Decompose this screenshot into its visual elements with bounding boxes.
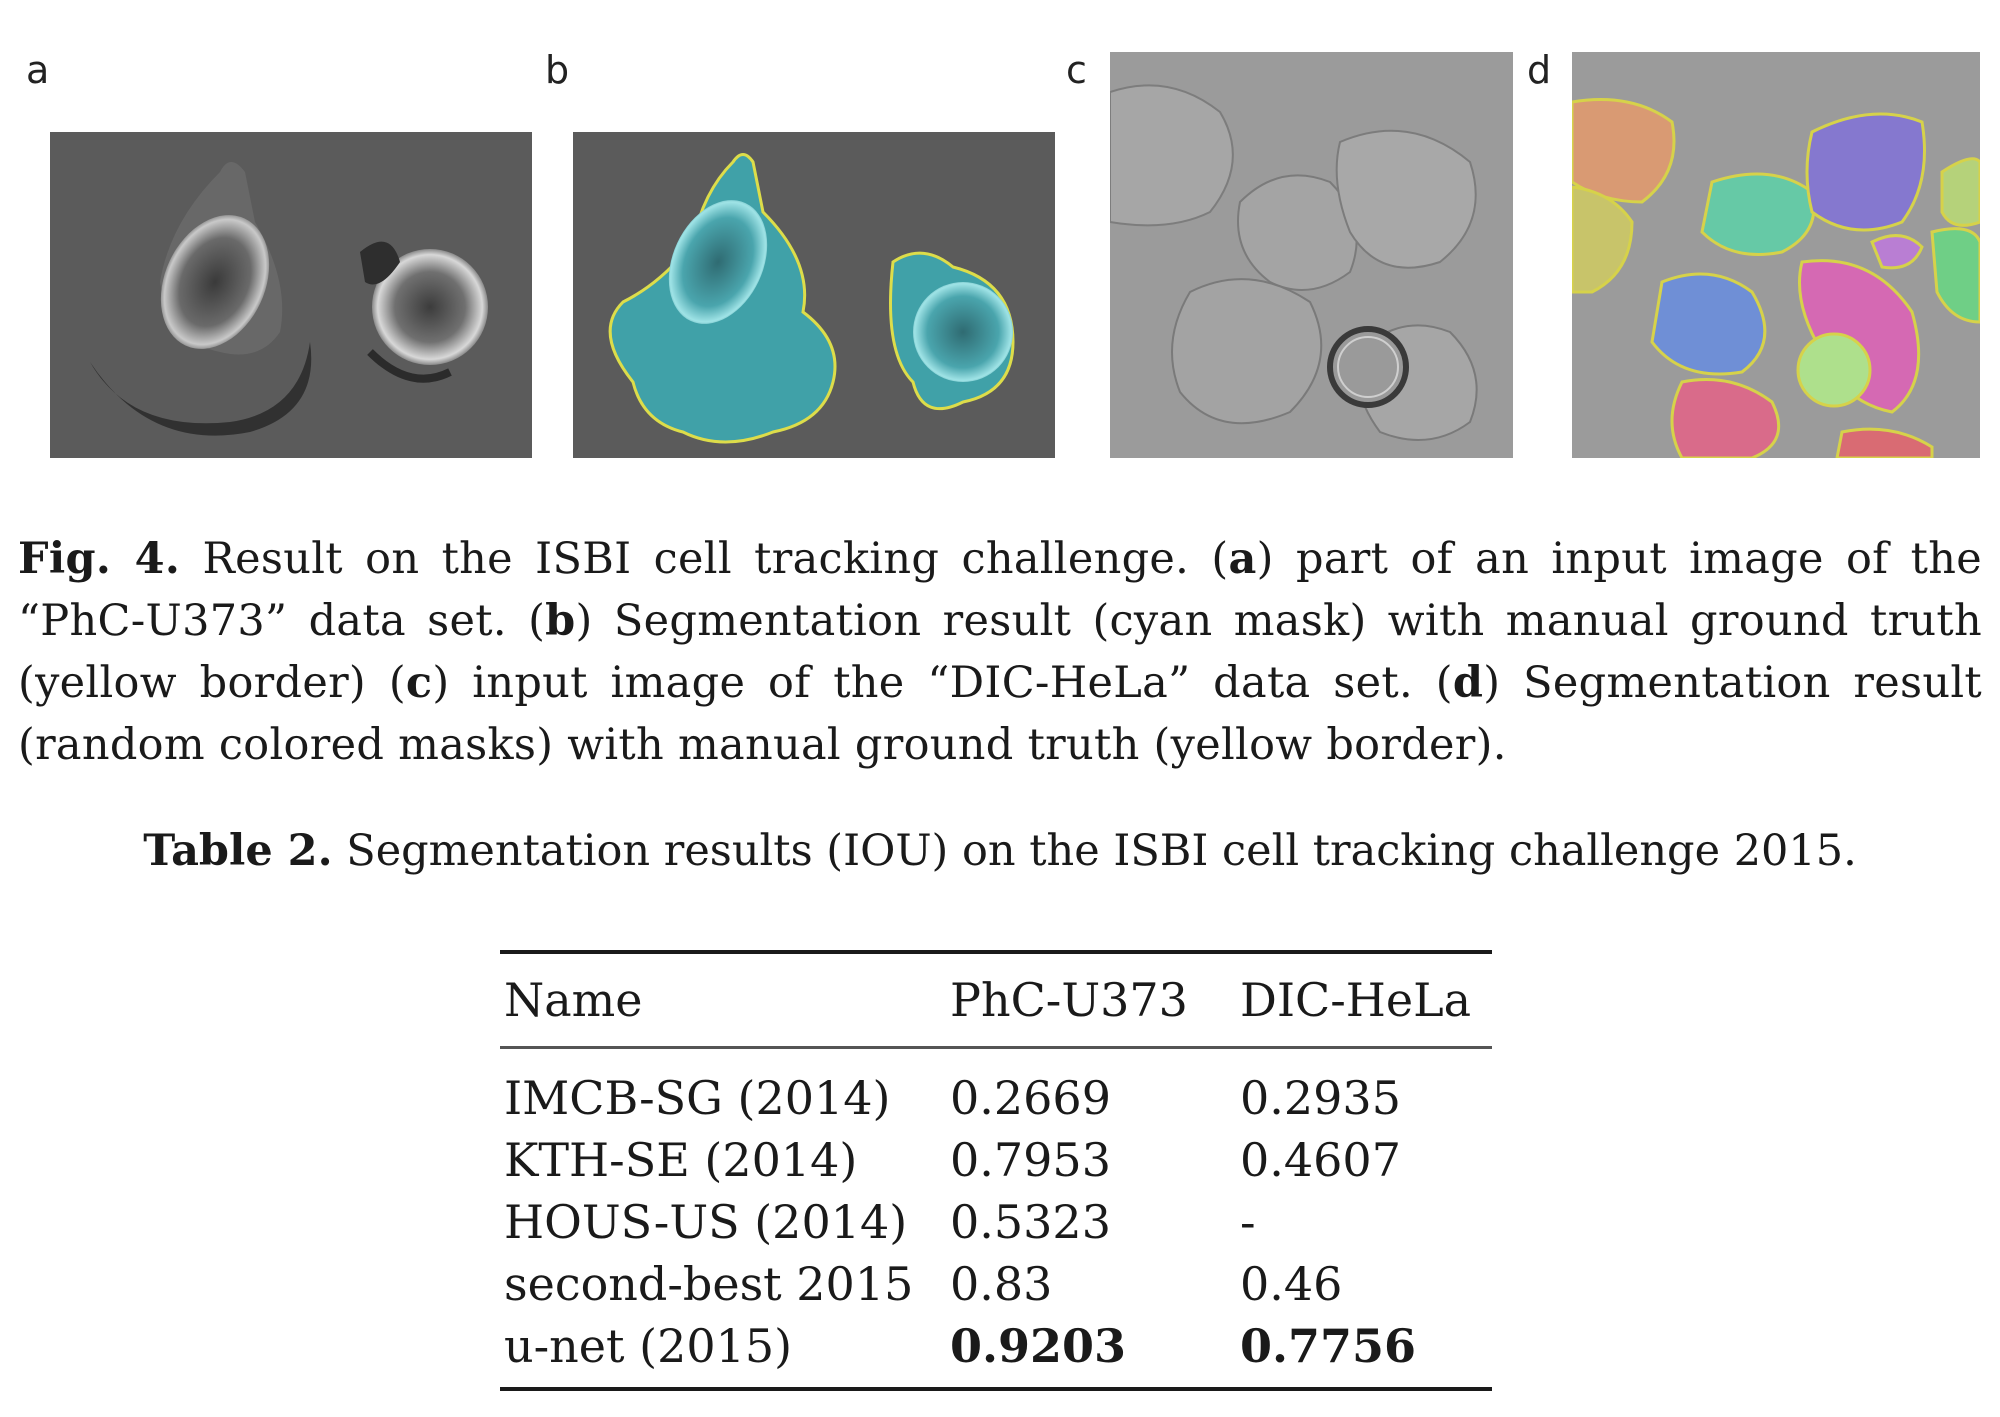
panel-label-b: b [545,48,570,92]
row-phc-value: 0.7953 [950,1133,1111,1187]
row-phc-value: 0.2669 [950,1071,1111,1125]
panel-label-d: d [1527,48,1552,92]
table-row: KTH-SE (2014) 0.7953 0.4607 [500,1129,1492,1191]
row-dic-value: - [1240,1195,1256,1249]
caption-text-4: ) input image of the “DIC-HeLa” data set… [432,658,1453,708]
header-phc-u373: PhC-U373 [950,973,1188,1027]
table-row: IMCB-SG (2014) 0.2669 0.2935 [500,1048,1492,1130]
caption-ref-b: b [545,596,576,646]
table-row: second-best 2015 0.83 0.46 [500,1253,1492,1315]
panel-label-c: c [1066,48,1087,92]
figure-caption: Fig. 4. Result on the ISBI cell tracking… [18,528,1982,776]
row-dic-value: 0.2935 [1240,1071,1401,1125]
row-phc-value: 0.9203 [950,1319,1127,1373]
table-caption: Table 2. Segmentation results (IOU) on t… [0,826,2000,876]
caption-ref-c: c [405,658,433,708]
panel-label-a: a [26,48,50,92]
table-title-text: Segmentation results (IOU) on the ISBI c… [332,826,1857,876]
row-name: HOUS-US (2014) [504,1195,908,1249]
table-row: u-net (2015) 0.9203 0.7756 [500,1315,1492,1389]
figure-label: Fig. 4. [18,534,181,584]
row-name: u-net (2015) [504,1319,793,1373]
row-name: KTH-SE (2014) [504,1133,858,1187]
caption-text-3: ) Segmentation result (cyan mask) with m… [18,596,1982,708]
row-dic-value: 0.7756 [1240,1319,1417,1373]
header-dic-hela: DIC-HeLa [1240,973,1472,1027]
row-phc-value: 0.83 [950,1257,1053,1311]
row-dic-value: 0.4607 [1240,1133,1401,1187]
panel-d-image [1572,52,1980,458]
row-dic-value: 0.46 [1240,1257,1343,1311]
caption-text-5: ) Segmentation result (random colored ma… [18,658,1983,770]
table-label: Table 2. [143,826,333,876]
row-name: IMCB-SG (2014) [504,1071,891,1125]
panel-a-image [50,132,532,458]
caption-text-2: ) part of an input image of the “PhC-U37… [18,534,1982,646]
row-phc-value: 0.5323 [950,1195,1111,1249]
table-header-row: Name PhC-U373 DIC-HeLa [500,952,1492,1048]
results-table: Name PhC-U373 DIC-HeLa IMCB-SG (2014) 0.… [500,950,1492,1391]
caption-ref-d: d [1452,658,1484,708]
row-name: second-best 2015 [504,1257,914,1311]
table-row: HOUS-US (2014) 0.5323 - [500,1191,1492,1253]
panel-c-image [1110,52,1513,458]
panel-b-image [573,132,1055,458]
caption-ref-a: a [1228,534,1257,584]
header-name: Name [504,973,643,1027]
caption-text-1: Result on the ISBI cell tracking challen… [180,534,1229,584]
